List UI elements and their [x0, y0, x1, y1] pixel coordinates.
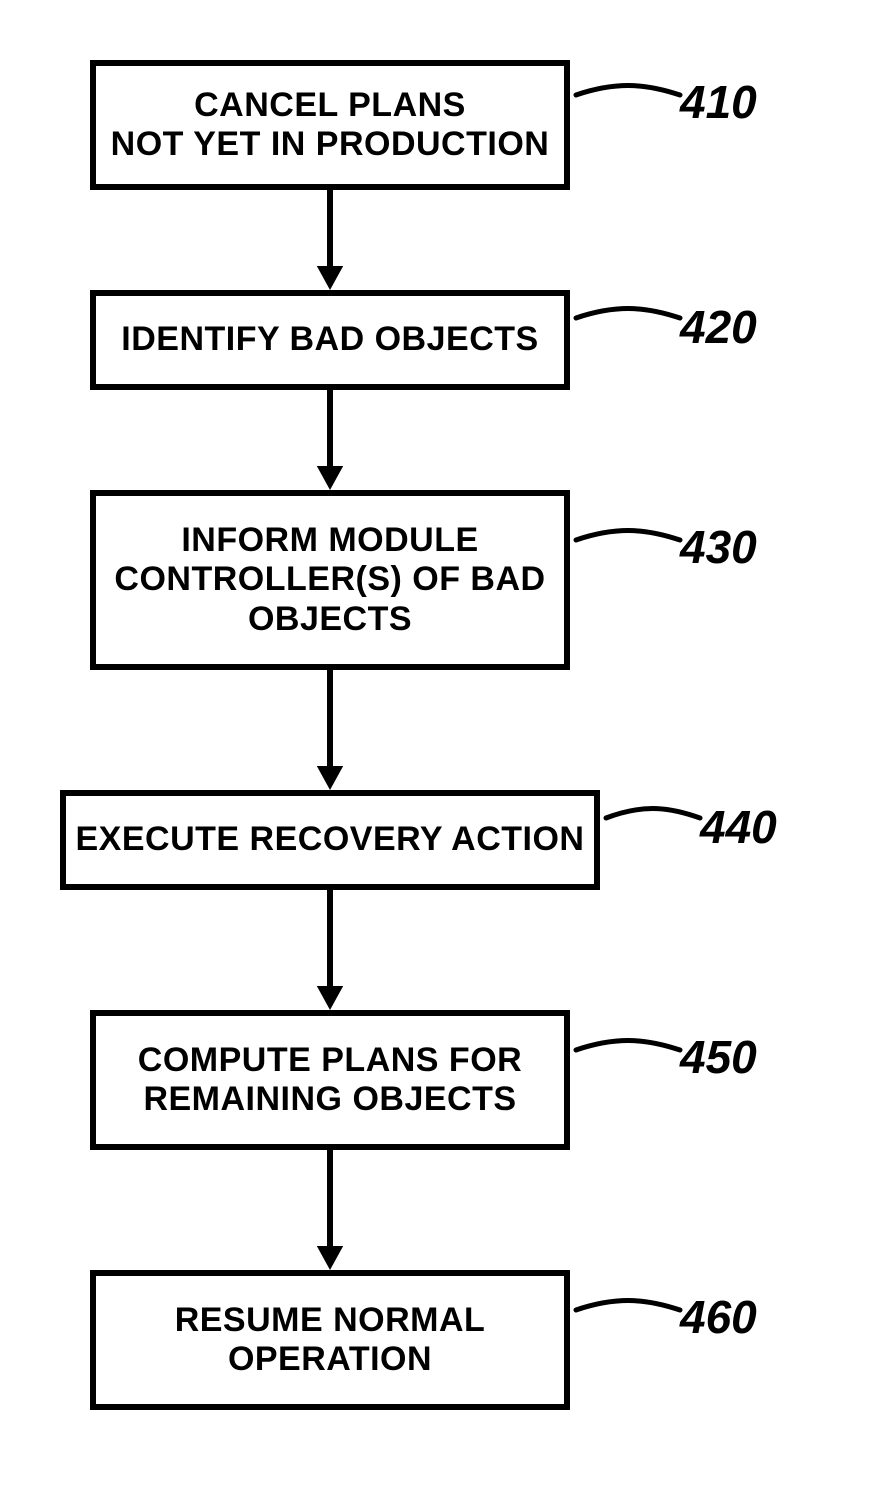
flow-arrow — [300, 190, 360, 294]
flow-arrow — [300, 890, 360, 1014]
flowchart-canvas: CANCEL PLANS NOT YET IN PRODUCTION410IDE… — [0, 0, 895, 1503]
flow-arrow — [300, 390, 360, 494]
leader-line — [0, 0, 895, 1503]
flow-arrow — [300, 1150, 360, 1274]
flow-arrow — [300, 670, 360, 794]
